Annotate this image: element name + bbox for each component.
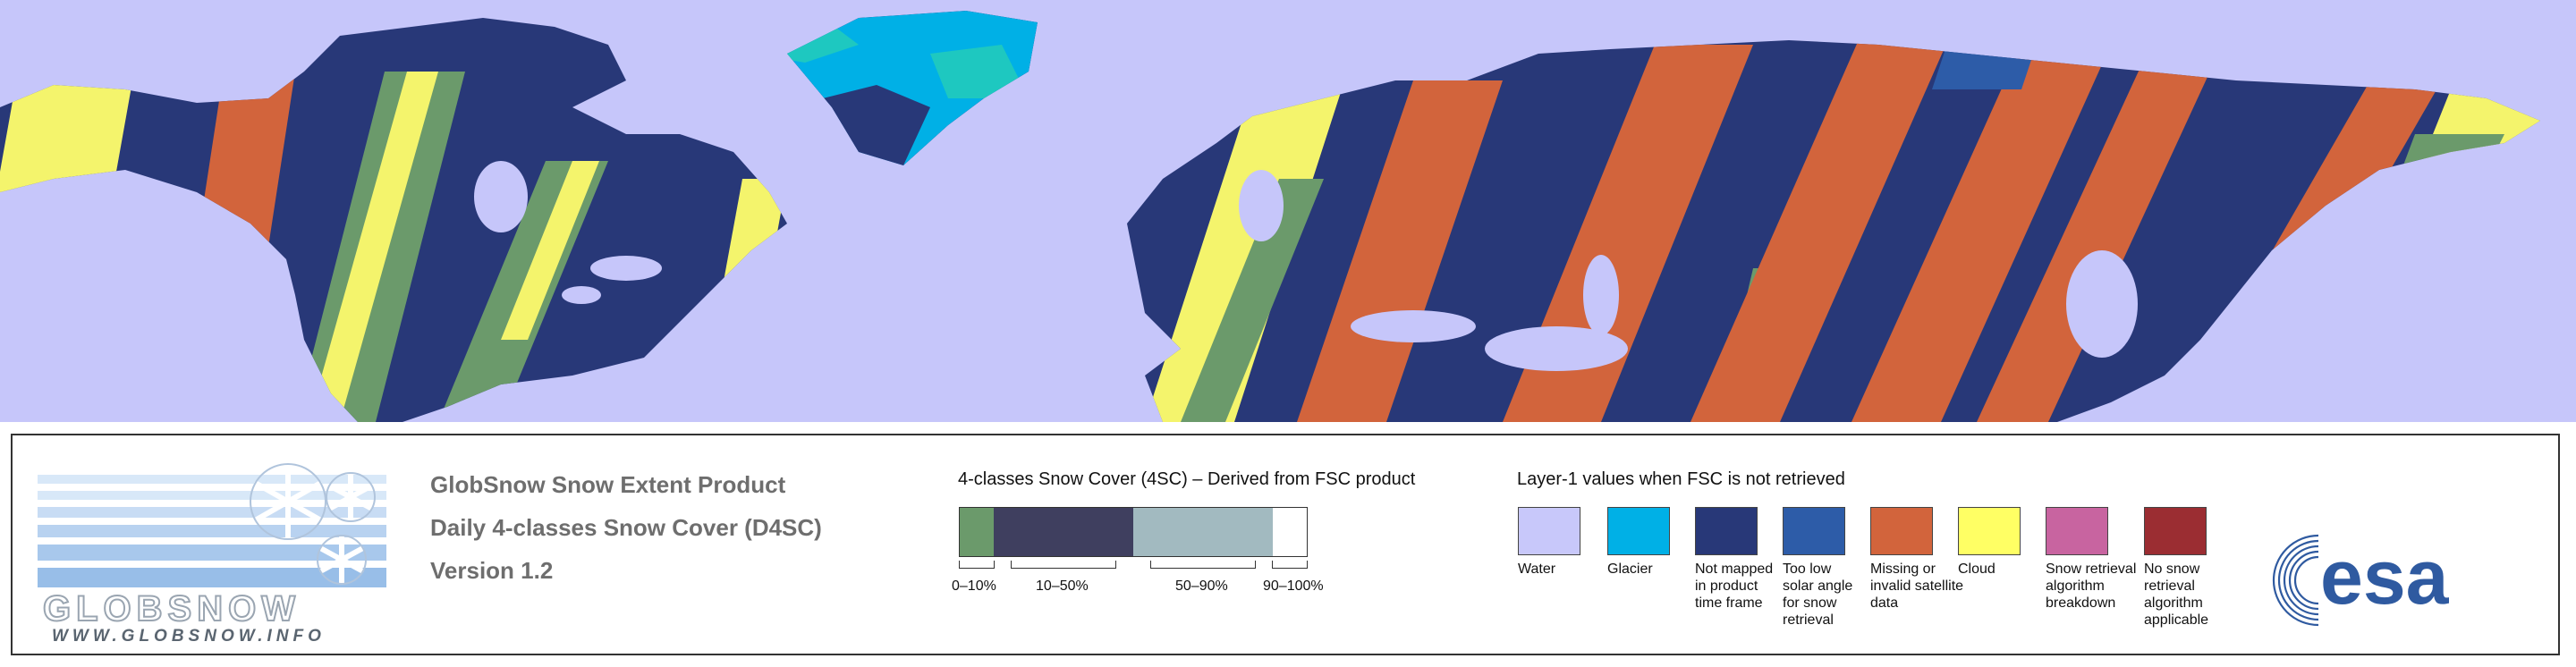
legend-swatch-low-solar [1783, 507, 1845, 555]
legend-label-not-mapped: Not mapped in product time frame [1695, 561, 1774, 611]
legend-label-water: Water [1518, 561, 1556, 577]
legend-swatch-cloud [1958, 507, 2021, 555]
esa-wordmark: esa [2320, 535, 2450, 621]
legend-label-glacier: Glacier [1607, 561, 1653, 577]
scale-label: 50–90% [1175, 578, 1228, 594]
product-version: Version 1.2 [430, 557, 554, 584]
scale-brace [1011, 561, 1116, 569]
legend-label-missing: Missing or invalid satellite data [1870, 561, 1964, 611]
product-subtitle: Daily 4-classes Snow Cover (D4SC) [430, 514, 822, 541]
scale-brace [1150, 561, 1256, 569]
logo-url: WWW.GLOBSNOW.INFO [52, 627, 326, 646]
snow-cover-map [0, 0, 2576, 422]
scale-brace [1272, 561, 1308, 569]
logo-wordmark: GLOBSNOW [42, 588, 301, 629]
legend-swatch-breakdown [2046, 507, 2108, 555]
esa-logo: esa [2267, 525, 2544, 632]
esa-globe-icon: esa [2272, 534, 2450, 627]
scale-title: 4-classes Snow Cover (4SC) – Derived fro… [958, 469, 1416, 489]
legend-label-breakdown: Snow retrieval algorithm breakdown [2046, 561, 2137, 611]
scale-swatch-90-100 [1273, 508, 1307, 556]
scale-label: 0–10% [952, 578, 996, 594]
legend-swatch-not-mapped [1695, 507, 1758, 555]
scale-label: 10–50% [1036, 578, 1089, 594]
legend-panel: GLOBSNOW WWW.GLOBSNOW.INFO GlobSnow Snow… [11, 434, 2560, 655]
scale-swatch-50-90 [1133, 508, 1273, 556]
legend-label-low-solar: Too low solar angle for snow retrieval [1783, 561, 1853, 628]
scale-swatch-10-50 [994, 508, 1133, 556]
legend-label-no-algorithm: No snow retrieval algorithm applicable [2144, 561, 2209, 628]
snow-cover-scale [959, 507, 1308, 557]
legend-swatch-water [1518, 507, 1580, 555]
legend-swatch-no-algorithm [2144, 507, 2207, 555]
globsnow-logo: GLOBSNOW WWW.GLOBSNOW.INFO [38, 448, 404, 646]
legend-swatch-glacier [1607, 507, 1670, 555]
scale-label: 90–100% [1263, 578, 1324, 594]
snowflake-stripes-icon [38, 463, 386, 587]
legend-label-cloud: Cloud [1958, 561, 1996, 577]
legend-swatch-missing [1870, 507, 1933, 555]
scale-brace [959, 561, 995, 569]
layer1-title: Layer-1 values when FSC is not retrieved [1517, 469, 1845, 489]
scale-swatch-0-10 [960, 508, 994, 556]
product-title: GlobSnow Snow Extent Product [430, 471, 786, 498]
